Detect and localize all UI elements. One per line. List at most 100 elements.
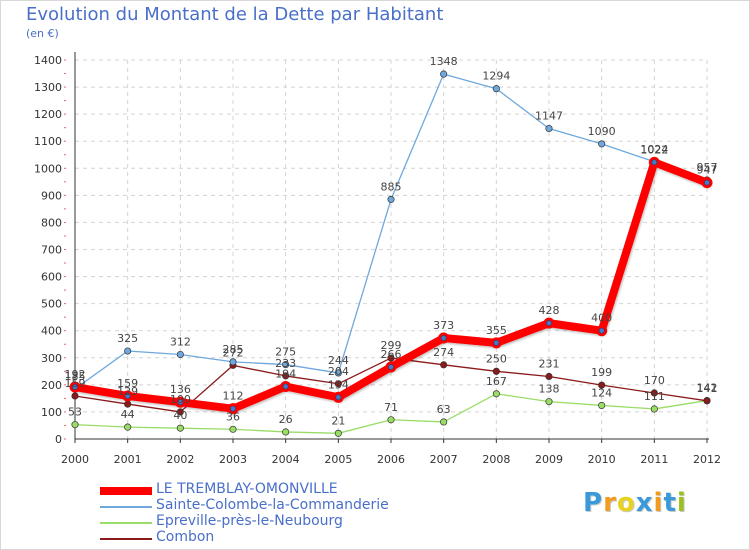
data-label-2: 138: [539, 383, 560, 396]
series-point-1: [124, 347, 132, 355]
series-point-3: [176, 408, 184, 416]
data-label-2: 53: [68, 406, 82, 419]
series-point-2: [440, 418, 448, 426]
data-label-2: 63: [437, 403, 451, 416]
data-label-1: 312: [170, 336, 191, 349]
y-tick-label: 300: [41, 352, 62, 365]
data-label-0: 947: [697, 164, 718, 177]
y-tick-label: 400: [41, 325, 62, 338]
brand-letter: x: [635, 488, 654, 518]
y-tick-label: 600: [41, 271, 62, 284]
series-point-inner-0: [651, 159, 658, 166]
data-label-3: 272: [223, 346, 244, 359]
data-label-1: 1294: [482, 70, 510, 83]
data-label-0: 266: [381, 348, 402, 361]
series-point-inner-0: [230, 405, 236, 412]
series-point-inner-0: [440, 335, 447, 341]
y-tick-label: 1100: [34, 135, 62, 148]
y-tick-label: 500: [41, 298, 62, 311]
chart-title: Evolution du Montant de la Dette par Hab…: [26, 4, 444, 25]
unit-label: (en €): [26, 27, 59, 40]
line-chart: 0 100 200 300 400 500 600 700 800 900 1000 1100 1200…: [34, 52, 721, 466]
data-label-3: 250: [486, 352, 507, 365]
y-tick-label: 1200: [34, 108, 62, 121]
series-point-2: [545, 398, 553, 406]
series-point-inner-0: [335, 394, 342, 401]
brand-letter: o: [616, 488, 636, 518]
data-label-0: 136: [170, 383, 191, 396]
brand-letter: i: [676, 488, 687, 518]
series-point-3: [545, 372, 553, 381]
x-tick-label: 2011: [640, 453, 668, 466]
series-point-2: [598, 401, 606, 409]
series-point-3: [334, 380, 342, 388]
data-label-0: 194: [275, 367, 296, 380]
data-label-1: 244: [328, 354, 349, 367]
series-point-1: [282, 361, 290, 369]
x-tick-label: 2010: [588, 453, 616, 466]
series-point-inner-0: [493, 339, 500, 346]
data-label-2: 36: [226, 410, 240, 423]
legend-label: Combon: [156, 529, 215, 545]
x-tick-label: 2009: [535, 453, 563, 466]
x-tick-label: 2007: [430, 453, 458, 466]
data-label-3: 170: [644, 374, 665, 387]
data-label-0: 400: [591, 312, 612, 325]
data-label-0: 428: [539, 304, 560, 317]
data-label-3: 233: [275, 357, 296, 370]
data-label-2: 124: [591, 386, 612, 399]
series-point-2: [71, 421, 79, 429]
data-label-2: 111: [644, 390, 665, 403]
brand-letter: P: [583, 488, 604, 518]
series-point-inner-0: [282, 383, 289, 390]
x-tick-label: 2000: [61, 453, 89, 466]
series-point-inner-0: [177, 399, 184, 406]
series-point-2: [282, 428, 290, 436]
y-tick-label: 200: [41, 379, 62, 392]
data-label-1: 957: [697, 161, 718, 174]
x-tick-label: 2004: [272, 453, 300, 466]
y-tick-label: 1300: [34, 81, 62, 94]
data-label-3: 231: [539, 357, 560, 370]
x-tick-label: 2012: [693, 453, 721, 466]
legend-swatch: [100, 522, 152, 524]
data-label-3: 159: [65, 377, 86, 390]
brand-logo: Proxiti: [583, 488, 687, 518]
data-label-2: 142: [697, 382, 718, 395]
x-tick-label: 2008: [482, 453, 510, 466]
brand-letter: r: [603, 488, 617, 518]
data-label-0: 1022: [640, 143, 668, 156]
data-label-3: 129: [117, 385, 138, 398]
series-point-3: [440, 361, 448, 369]
data-label-2: 21: [331, 414, 345, 427]
series-point-2: [492, 390, 500, 398]
data-label-0: 355: [486, 324, 507, 337]
series-point-1: [598, 140, 606, 148]
legend-label: Epreville-près-le-Neubourg: [156, 513, 343, 529]
series-point-1: [440, 70, 448, 78]
data-label-2: 167: [486, 375, 507, 388]
series-point-3: [703, 397, 711, 405]
data-label-0: 192: [65, 368, 86, 381]
legend-label: Sainte-Colombe-la-Commanderie: [156, 497, 389, 513]
series-point-2: [176, 424, 184, 432]
series-point-1: [492, 85, 500, 93]
x-tick-label: 2005: [324, 453, 352, 466]
legend-swatch: [100, 487, 152, 495]
x-tick-label: 2003: [219, 453, 247, 466]
brand-letter: i: [653, 488, 664, 518]
y-tick-label: 1400: [34, 54, 62, 67]
series-point-inner-0: [546, 320, 552, 327]
x-tick-label: 2001: [114, 453, 142, 466]
series-point-2: [124, 423, 132, 431]
data-label-3: 141: [697, 382, 718, 395]
data-label-1: 1024: [640, 143, 668, 156]
data-label-2: 71: [384, 401, 398, 414]
y-tick-label: 0: [55, 433, 62, 446]
data-label-2: 40: [173, 409, 187, 422]
brand-letter: t: [663, 488, 677, 518]
y-tick-label: 800: [41, 216, 62, 229]
series-point-3: [598, 381, 606, 389]
series-point-inner-0: [388, 364, 394, 370]
